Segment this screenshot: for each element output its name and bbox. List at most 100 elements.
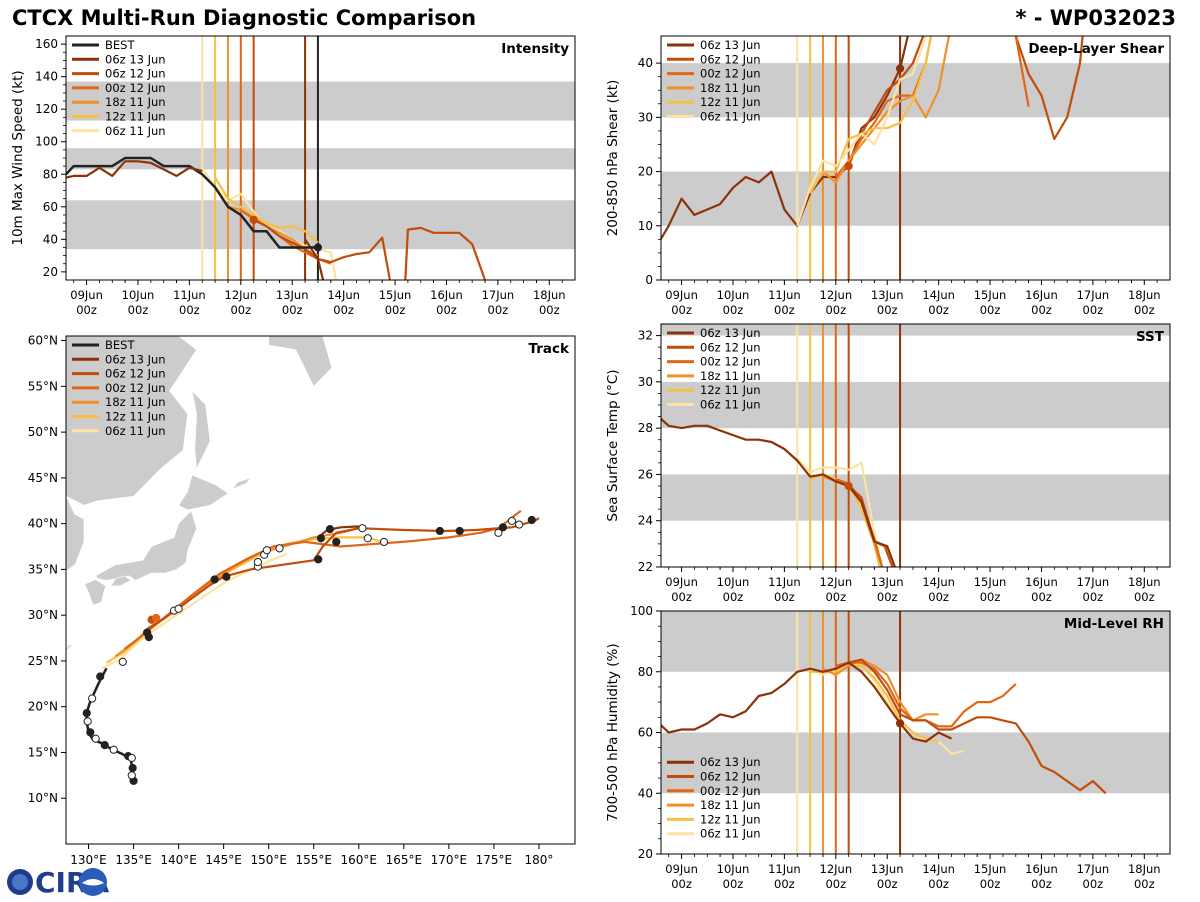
- x-tick-label-date: 11Jun: [768, 862, 801, 876]
- land-mass: [178, 474, 229, 511]
- land-mass: [268, 336, 333, 387]
- legend-label: 06z 12 Jun: [700, 52, 761, 66]
- land-mass: [66, 644, 73, 651]
- x-tick-label-date: 13Jun: [871, 862, 904, 876]
- x-tick-label-hour: 00z: [333, 303, 354, 317]
- shade-band: [661, 474, 1170, 521]
- legend-label: 12z 11 Jun: [700, 383, 761, 397]
- y-axis-label: 700-500 hPa Humidity (%): [605, 643, 621, 821]
- data-point: [455, 526, 464, 536]
- x-tick-label-hour: 00z: [825, 590, 846, 604]
- legend-label: 00z 12 Jun: [105, 81, 166, 95]
- track-point-open: [127, 753, 136, 763]
- legend-label: 06z 12 Jun: [700, 770, 761, 784]
- intensity-plot-area: [66, 36, 575, 280]
- x-tick-label-hour: 00z: [1083, 877, 1104, 891]
- series-line-12z-11-jun: [214, 176, 319, 244]
- x-tick-label-date: 17Jun: [1077, 288, 1110, 302]
- y-axis-label: 10m Max Wind Speed (kt): [10, 70, 26, 245]
- data-point: [435, 526, 444, 536]
- y-tick-label: 100: [35, 135, 58, 149]
- series-line-06z-13-jun: [304, 238, 325, 280]
- x-tick-label-date: 13Jun: [871, 288, 904, 302]
- y-tick-label: 20°N: [28, 700, 58, 714]
- x-tick-label-date: 10Jun: [717, 575, 750, 589]
- legend-label: 06z 11 Jun: [700, 398, 761, 412]
- data-point: [313, 243, 323, 252]
- series-line-06z-11-jun: [796, 457, 884, 567]
- legend-label: 00z 12 Jun: [700, 67, 761, 81]
- x-tick-label-hour: 00z: [928, 590, 949, 604]
- x-tick-label-date: 15Jun: [974, 862, 1007, 876]
- series-line-12z-11-jun: [809, 36, 932, 194]
- shade-band: [661, 171, 1170, 226]
- panel-title: Deep-Layer Shear: [1028, 41, 1164, 57]
- legend-label: 00z 12 Jun: [105, 381, 166, 395]
- x-tick-label-hour: 00z: [928, 877, 949, 891]
- track-point-open: [358, 524, 367, 533]
- x-tick-label-hour: 00z: [980, 590, 1001, 604]
- x-tick-label: 135°E: [115, 853, 152, 867]
- data-point: [844, 481, 853, 491]
- sst-chart: 22242628303209Jun00z10Jun00z11Jun00z12Ju…: [605, 323, 1171, 604]
- panel-title: Track: [529, 341, 570, 357]
- data-point: [210, 575, 219, 584]
- x-tick-label-date: 16Jun: [1025, 288, 1058, 302]
- y-tick-label: 30: [638, 110, 653, 124]
- x-tick-label-date: 12Jun: [820, 288, 853, 302]
- data-point: [325, 525, 335, 534]
- y-tick-label: 50°N: [28, 425, 58, 439]
- x-tick-label-hour: 00z: [877, 877, 898, 891]
- track-frame: [65, 335, 576, 845]
- series-line-06z-13-jun: [661, 417, 896, 567]
- x-tick-label-hour: 00z: [1031, 303, 1052, 317]
- data-point: [142, 628, 152, 637]
- x-tick-label-date: 11Jun: [173, 288, 206, 302]
- land-mass: [231, 477, 252, 490]
- legend-label: 06z 13 Jun: [700, 326, 761, 340]
- series-line-06z-11-jun: [101, 552, 288, 670]
- x-tick-label-hour: 00z: [723, 303, 744, 317]
- y-tick-label: 25°N: [28, 654, 58, 668]
- x-tick-label: 175°E: [476, 853, 513, 867]
- x-tick-label-hour: 00z: [774, 303, 795, 317]
- x-tick-label-hour: 00z: [825, 877, 846, 891]
- y-axis-label: Sea Surface Temp (°C): [605, 369, 621, 521]
- y-tick-label: 30: [638, 375, 653, 389]
- y-tick-label: 60: [43, 200, 58, 214]
- land-mass: [84, 579, 106, 606]
- land-mass: [191, 389, 211, 470]
- x-tick-label: 145°E: [205, 853, 242, 867]
- x-tick-label-date: 09Jun: [665, 862, 698, 876]
- x-tick-label: 155°E: [295, 853, 332, 867]
- x-tick-label-date: 15Jun: [974, 288, 1007, 302]
- x-tick-label: 180°: [525, 853, 554, 867]
- data-point: [100, 741, 109, 750]
- y-tick-label: 26: [638, 467, 653, 481]
- x-tick-label-date: 15Jun: [379, 288, 412, 302]
- shade-band: [661, 381, 1170, 429]
- x-tick-label-date: 14Jun: [922, 575, 955, 589]
- data-point: [86, 728, 95, 737]
- y-tick-label: 40: [638, 56, 653, 70]
- x-tick-label-date: 17Jun: [482, 288, 515, 302]
- legend-label: 18z 11 Jun: [700, 369, 761, 383]
- y-tick-label: 60: [638, 726, 653, 740]
- legend-label: 12z 11 Jun: [105, 410, 166, 424]
- x-tick-label-date: 09Jun: [665, 575, 698, 589]
- x-tick-label-hour: 00z: [980, 877, 1001, 891]
- x-tick-label-date: 10Jun: [122, 288, 155, 302]
- legend-label: 06z 12 Jun: [700, 340, 761, 354]
- series-line-best: [85, 667, 135, 781]
- track-point-open: [262, 546, 271, 555]
- x-tick-label-hour: 00z: [825, 303, 846, 317]
- y-tick-label: 30°N: [28, 608, 58, 622]
- series-line-18z-11-jun: [822, 36, 950, 184]
- y-tick-label: 15°N: [28, 745, 58, 759]
- x-tick-label-hour: 00z: [282, 303, 303, 317]
- y-tick-label: 24: [638, 514, 653, 528]
- x-tick-label-date: 16Jun: [430, 288, 463, 302]
- shade-band: [661, 324, 1170, 336]
- y-tick-label: 160: [35, 37, 58, 51]
- y-tick-label: 35°N: [28, 562, 58, 576]
